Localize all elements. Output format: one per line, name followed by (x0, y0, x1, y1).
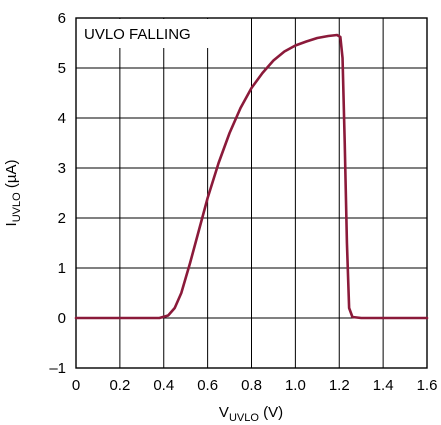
x-axis-title-unit: (V) (259, 404, 283, 421)
y-tick-label: –1 (49, 360, 66, 377)
y-tick-label: 3 (58, 160, 66, 177)
x-tick-label: 1.2 (329, 377, 350, 394)
x-tick-label: 1.4 (373, 377, 394, 394)
annotation-box (77, 19, 213, 48)
y-axis-title-unit: (µA) (3, 160, 20, 193)
y-tick-label: 4 (58, 110, 66, 127)
y-axis-title-main: I (3, 222, 20, 226)
x-tick-label: 0 (72, 377, 80, 394)
plot-frame (75, 17, 428, 369)
y-tick-label: 0 (58, 310, 66, 327)
x-tick-label: 0.4 (153, 377, 174, 394)
y-tick-label: 6 (58, 10, 66, 27)
x-tick-label: 0.8 (241, 377, 262, 394)
series-line (74, 33, 429, 320)
x-axis-title-main: V (219, 404, 229, 421)
y-tick-label: 2 (58, 210, 66, 227)
x-tick-label: 0.6 (197, 377, 218, 394)
x-tick-label: 1.6 (417, 377, 438, 394)
x-axis-title-sub: UVLO (229, 412, 259, 424)
x-tick-label: 1.0 (285, 377, 306, 394)
y-tick-label: 1 (58, 260, 66, 277)
y-tick-labels: –1 0 1 2 3 4 5 6 (49, 10, 66, 377)
y-axis-title-sub: UVLO (11, 192, 23, 222)
x-tick-labels: 0 0.2 0.4 0.6 0.8 1.0 1.2 1.4 1.6 (72, 377, 438, 394)
x-tick-label: 0.2 (109, 377, 130, 394)
annotation-label: UVLO FALLING (84, 26, 191, 43)
y-axis-title: IUVLO (µA) (3, 160, 23, 227)
x-axis-title: VUVLO (V) (219, 404, 283, 424)
y-tick-label: 5 (58, 60, 66, 77)
